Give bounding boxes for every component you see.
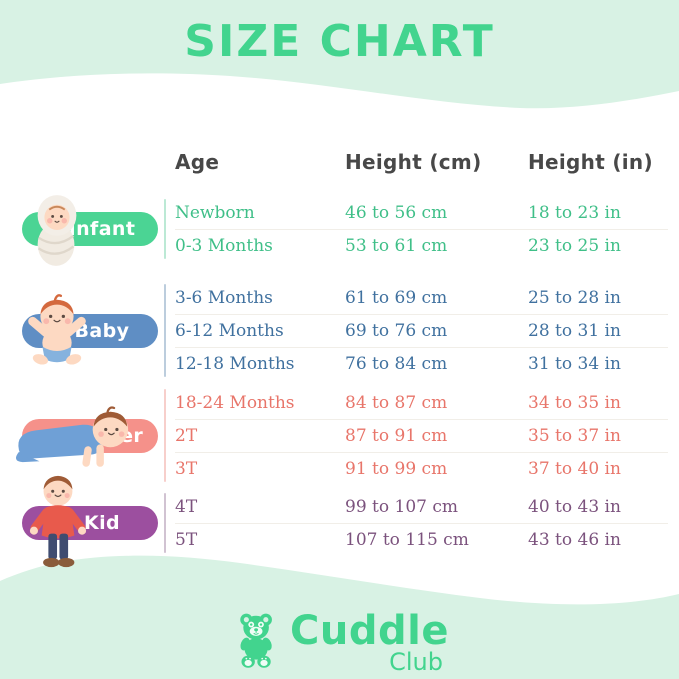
age-cell: Newborn [175,202,255,223]
table-row: 12-18 Months 76 to 84 cm 31 to 34 in [175,347,668,380]
sitting-baby-icon [28,293,86,365]
baby-rows: 3-6 Months 61 to 69 cm 25 to 28 in 6-12 … [175,281,668,380]
height-cm-cell: 87 to 91 cm [345,426,448,446]
age-cell: 3-6 Months [175,287,273,308]
group-separator-line [164,389,166,482]
table-row: 18-24 Months 84 to 87 cm 34 to 35 in [175,386,668,419]
height-in-cell: 43 to 46 in [528,530,621,550]
age-cell: 6-12 Months [175,321,284,341]
kid-rows: 4T 99 to 107 cm 40 to 43 in 5T 107 to 11… [175,490,668,556]
header-age: Age [175,150,220,174]
table-row: 4T 99 to 107 cm 40 to 43 in [175,490,668,523]
toddler-badge: Toddler [0,405,160,467]
age-cell: 3T [175,459,198,479]
brand-name-sub: Club [389,648,443,676]
header-height-cm: Height (cm) [345,150,482,174]
table-row: Newborn 46 to 56 cm 18 to 23 in [175,196,668,229]
table-row: 6-12 Months 69 to 76 cm 28 to 31 in [175,314,668,347]
infant-rows: Newborn 46 to 56 cm 18 to 23 in 0-3 Mont… [175,196,668,262]
table-row: 3-6 Months 61 to 69 cm 25 to 28 in [175,281,668,314]
toddler-rows: 18-24 Months 84 to 87 cm 34 to 35 in 2T … [175,386,668,485]
height-cm-cell: 84 to 87 cm [345,392,448,413]
height-cm-cell: 69 to 76 cm [345,321,448,341]
group-separator-line [164,199,166,259]
baby-badge: Baby [0,293,160,365]
height-in-cell: 23 to 25 in [528,236,621,256]
age-cell: 0-3 Months [175,236,273,256]
age-cell: 5T [175,530,198,550]
height-in-cell: 40 to 43 in [528,496,621,517]
height-in-cell: 37 to 40 in [528,459,621,479]
age-cell: 12-18 Months [175,354,295,374]
swaddled-infant-icon [37,195,77,266]
size-group-baby: Baby [0,281,679,380]
height-in-cell: 35 to 37 in [528,426,621,446]
size-group-infant: Infant Newbo [0,195,679,266]
height-in-cell: 18 to 23 in [528,202,621,223]
pill-label: Baby [74,319,130,342]
group-separator-line [164,284,166,377]
height-cm-cell: 99 to 107 cm [345,496,458,517]
header-height-in: Height (in) [528,150,653,174]
table-row: 3T 91 to 99 cm 37 to 40 in [175,452,668,485]
height-in-cell: 28 to 31 in [528,321,621,341]
infant-badge: Infant [0,195,160,266]
height-in-cell: 34 to 35 in [528,392,621,413]
age-cell: 18-24 Months [175,392,295,413]
height-cm-cell: 107 to 115 cm [345,530,469,550]
group-separator-line [164,493,166,553]
standing-kid-icon [29,475,87,568]
table-header-row: Age Height (cm) Height (in) [175,150,668,174]
pill-label: Kid [83,512,121,534]
size-group-kid: Kid [0,475,679,568]
table-row: 5T 107 to 115 cm 43 to 46 in [175,523,668,556]
kid-badge: Kid [0,475,160,568]
brand-name-main: Cuddle [290,608,449,654]
age-cell: 4T [175,496,198,517]
teddy-bear-icon [239,613,272,668]
age-cell: 2T [175,426,198,446]
brand-name: Cuddle Club [290,610,449,674]
brand-logo: Cuddle Club [230,610,449,674]
height-in-cell: 31 to 34 in [528,354,621,374]
height-cm-cell: 76 to 84 cm [345,354,448,374]
crawling-toddler-icon [15,405,129,467]
table-row: 0-3 Months 53 to 61 cm 23 to 25 in [175,229,668,262]
height-cm-cell: 91 to 99 cm [345,459,448,479]
page-title: SIZE CHART [184,16,495,67]
height-cm-cell: 53 to 61 cm [345,236,448,256]
size-group-toddler: Toddler [0,386,679,485]
pill-label: Infant [68,218,136,240]
height-cm-cell: 61 to 69 cm [345,287,448,308]
height-in-cell: 25 to 28 in [528,287,621,308]
height-cm-cell: 46 to 56 cm [345,202,448,223]
table-row: 2T 87 to 91 cm 35 to 37 in [175,419,668,452]
